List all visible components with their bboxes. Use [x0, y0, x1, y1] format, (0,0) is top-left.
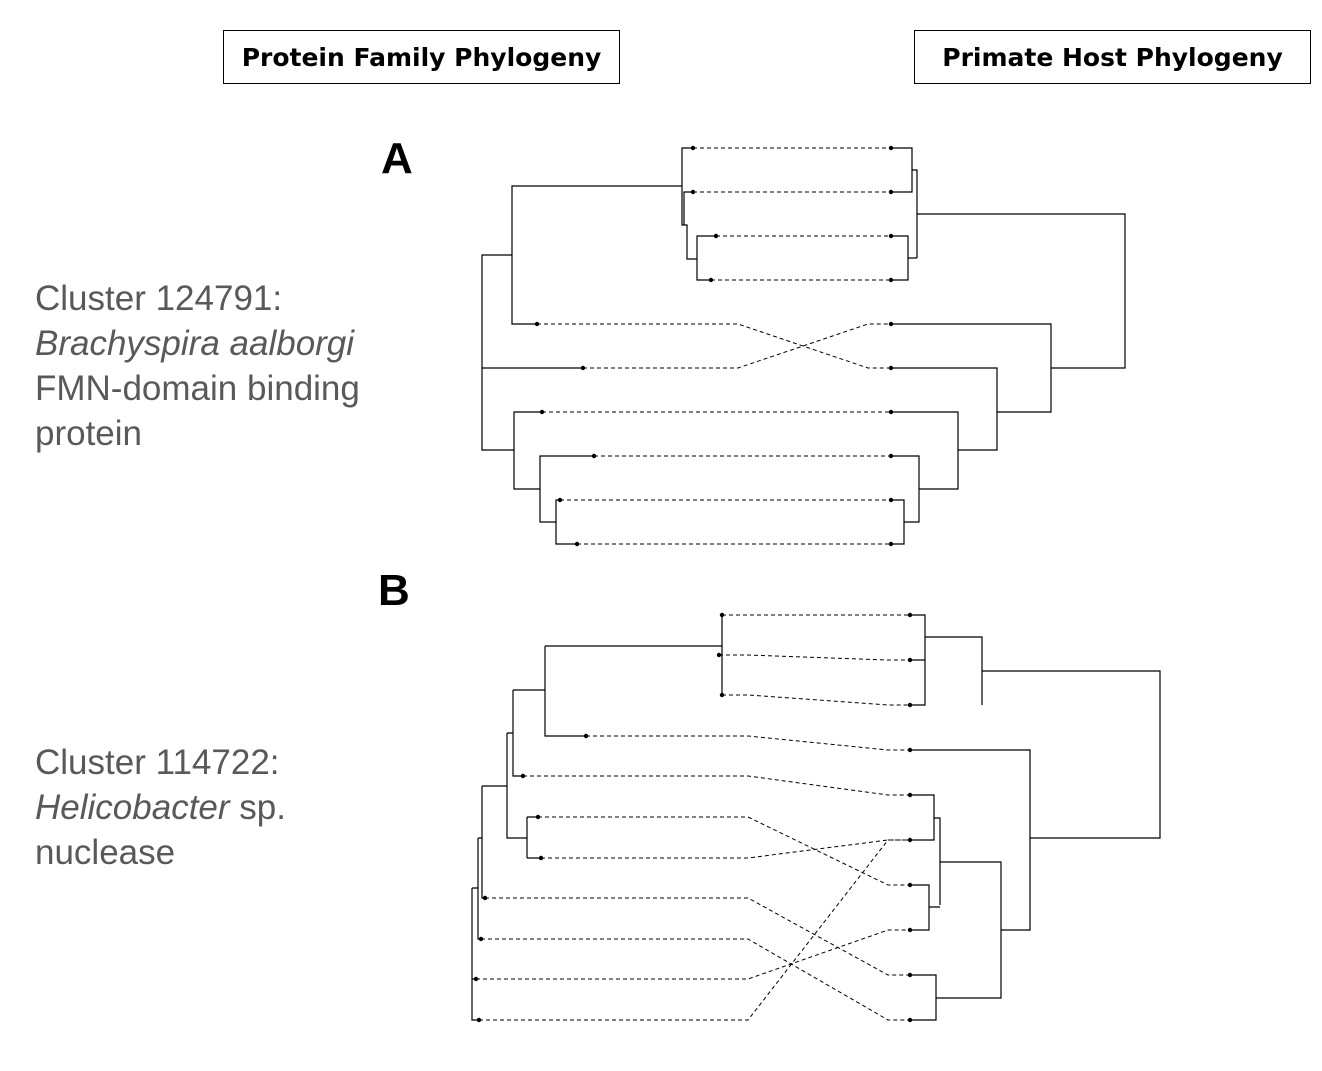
cluster-a-organism: Brachyspira aalborgi — [35, 324, 355, 363]
panel-a-letter: A — [381, 134, 413, 183]
cluster-a-label: Cluster 124791: Brachyspira aalborgi FMN… — [35, 276, 360, 456]
tanglegram-b — [471, 612, 1161, 1023]
protein-tree-a — [481, 147, 716, 545]
cluster-b-label: Cluster 114722: Helicobacter sp. nucleas… — [35, 740, 286, 875]
tip-dots-b — [473, 612, 913, 1023]
cluster-a-description-cont: protein — [35, 414, 143, 453]
tip-dots-a — [534, 145, 894, 547]
cluster-a-description: FMN-domain binding — [35, 369, 360, 408]
protein-family-phylogeny-header: Protein Family Phylogeny — [223, 30, 620, 84]
links-b — [476, 614, 910, 1021]
primate-host-phylogeny-header: Primate Host Phylogeny — [914, 30, 1311, 84]
host-tree-b — [910, 614, 1161, 1021]
cluster-a-id: Cluster 124791: — [35, 279, 283, 318]
cluster-b-organism: Helicobacter sp. — [35, 788, 286, 827]
links-a — [537, 147, 891, 545]
cluster-b-description: nuclease — [35, 833, 176, 872]
cluster-b-id: Cluster 114722: — [35, 743, 280, 782]
host-tree-a — [891, 147, 1126, 545]
panel-b-letter: B — [378, 566, 410, 615]
tanglegram-a — [481, 145, 1126, 547]
